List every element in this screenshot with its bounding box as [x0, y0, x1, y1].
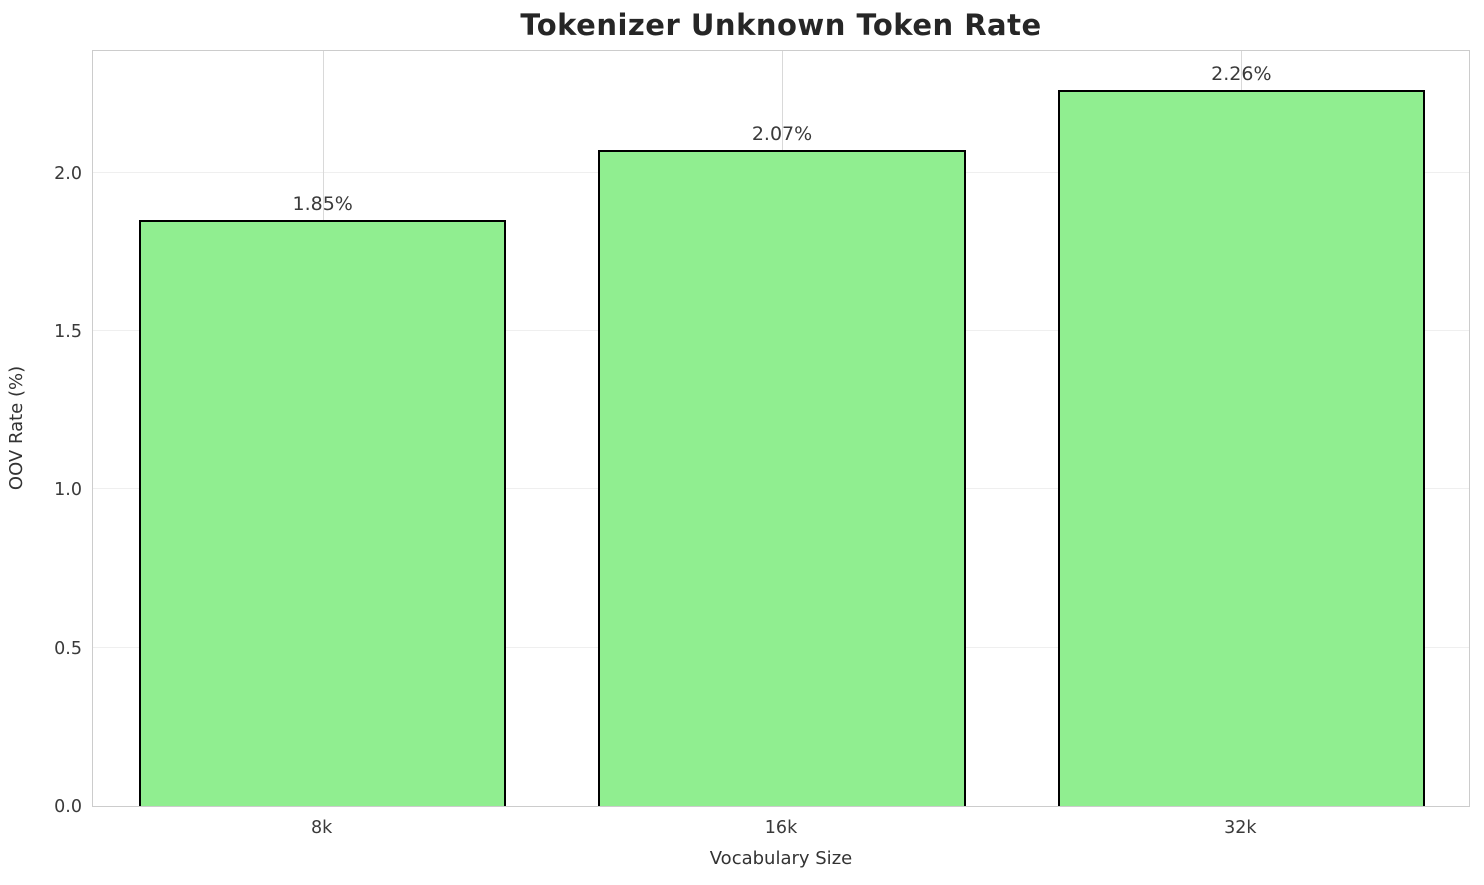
x-axis-label: Vocabulary Size — [709, 848, 853, 869]
y-tick-label: 0.0 — [54, 797, 82, 817]
y-tick-label: 1.0 — [54, 480, 82, 501]
bar-16k — [598, 150, 966, 806]
x-tick-label: 8k — [311, 818, 333, 838]
y-axis-label: OOV Rate (%) — [6, 365, 27, 491]
x-tick-label: 16k — [764, 818, 798, 838]
bar-value-label: 1.85% — [292, 193, 353, 216]
plot-area: 1.85% 2.07% 2.26% — [92, 50, 1470, 807]
y-tick-label: 2.0 — [54, 163, 82, 184]
y-tick-label: 1.5 — [54, 321, 82, 342]
bar-8k — [138, 220, 507, 806]
bar-value-label: 2.07% — [751, 123, 813, 146]
chart-title: Tokenizer Unknown Token Rate — [520, 8, 1042, 42]
bar-value-label: 2.26% — [1211, 63, 1272, 86]
y-tick-label: 0.5 — [54, 638, 82, 659]
x-tick-label: 32k — [1224, 818, 1257, 838]
bar-32k — [1057, 90, 1426, 806]
